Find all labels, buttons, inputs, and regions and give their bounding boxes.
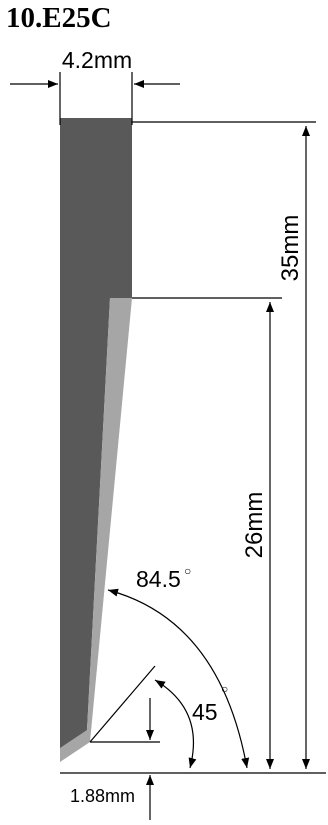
bevel-angle-degree: ○ <box>184 564 191 578</box>
width-dimension <box>10 72 180 125</box>
tip-offset-label: 1.88mm <box>70 786 135 806</box>
bevel-angle-arc <box>107 588 250 769</box>
diagram-title: 10.E25C <box>6 2 112 34</box>
bevel-angle-label: 84.5 <box>136 566 181 592</box>
blade-edge <box>60 298 132 762</box>
tip-angle-degree: ○ <box>221 682 228 696</box>
extension-lines <box>60 121 326 774</box>
total-length-label: 35mm <box>277 215 304 282</box>
blade-body <box>60 118 132 762</box>
edge-length-label: 26mm <box>241 492 268 559</box>
tip-angle-label: 45 <box>192 699 218 725</box>
tip-angle-arc <box>154 679 197 769</box>
width-label: 4.2mm <box>62 47 132 73</box>
tip-geometry <box>89 665 160 743</box>
